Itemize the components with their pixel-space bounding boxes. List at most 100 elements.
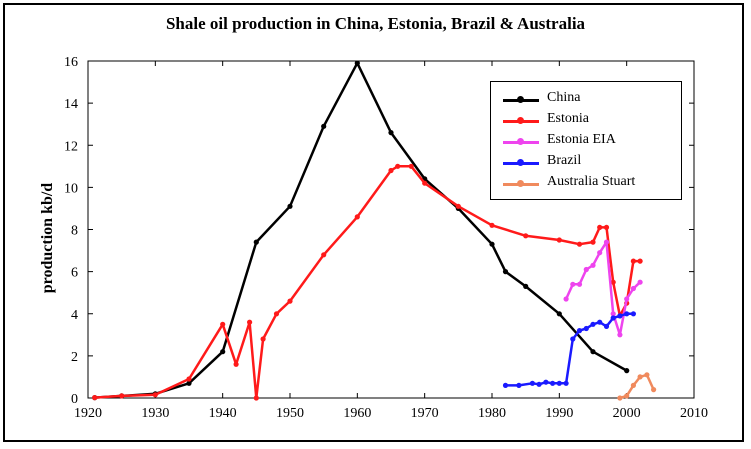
data-point-estonia-eia xyxy=(617,332,623,338)
data-point-australia-stuart xyxy=(651,387,657,393)
data-point-estonia xyxy=(273,311,280,317)
axis-ticks: 1920 1930 1940 1950 1960 1970 1980 1990 2000 2010… xyxy=(64,55,708,421)
data-point-estonia xyxy=(354,214,360,220)
data-point-china xyxy=(502,269,509,275)
data-point-estonia xyxy=(321,252,327,258)
y-tick-label: 6 xyxy=(71,266,78,281)
x-tick-label: 2000 xyxy=(613,406,641,421)
legend-marker-china xyxy=(517,96,524,103)
x-tick: 1980 xyxy=(478,61,506,421)
legend-marker-estonia xyxy=(517,117,524,124)
data-point-estonia xyxy=(422,180,428,186)
data-point-china xyxy=(186,380,192,386)
data-point-estonia xyxy=(119,393,125,399)
data-point-estonia-eia xyxy=(610,311,616,317)
data-point-estonia-eia xyxy=(576,281,583,287)
data-point-estonia xyxy=(220,321,226,327)
data-point-estonia xyxy=(408,163,414,169)
series-estonia-eia xyxy=(563,239,643,338)
x-tick-label: 1920 xyxy=(74,406,102,421)
series-lines xyxy=(92,60,657,401)
data-point-brazil xyxy=(630,311,637,317)
data-point-estonia xyxy=(92,395,98,401)
data-point-estonia xyxy=(523,233,529,239)
x-tick: 1990 xyxy=(545,61,573,421)
data-point-china xyxy=(287,203,293,209)
data-point-estonia xyxy=(630,258,637,264)
data-point-brazil xyxy=(610,315,616,321)
data-point-estonia xyxy=(186,376,192,382)
legend-label-estonia: Estonia xyxy=(547,111,589,126)
data-point-brazil xyxy=(502,382,509,388)
data-point-china xyxy=(590,349,596,355)
y-tick: 14 xyxy=(64,97,694,112)
data-point-estonia xyxy=(610,279,616,285)
data-point-australia-stuart xyxy=(617,395,623,401)
x-tick-label: 1980 xyxy=(478,406,506,421)
chart-frame xyxy=(3,3,744,442)
data-point-china xyxy=(354,60,360,66)
x-tick-label: 2010 xyxy=(680,406,708,421)
y-tick-label: 10 xyxy=(64,181,78,196)
legend-item-estonia-eia: Estonia EIA xyxy=(491,132,681,152)
series-line-china xyxy=(94,61,628,399)
data-point-estonia-eia xyxy=(624,296,630,302)
series-australia-stuart xyxy=(617,372,657,401)
y-tick: 2 xyxy=(71,350,694,365)
data-point-estonia xyxy=(247,319,253,325)
y-tick-label: 2 xyxy=(71,350,78,365)
x-tick: 1970 xyxy=(411,61,439,421)
data-point-brazil xyxy=(603,323,610,329)
y-tick-label: 14 xyxy=(64,97,78,112)
data-point-australia-stuart xyxy=(630,382,637,388)
data-point-brazil xyxy=(563,380,569,386)
data-point-estonia xyxy=(597,224,603,230)
y-tick-label: 0 xyxy=(71,392,78,407)
x-tick-label: 1930 xyxy=(141,406,169,421)
x-tick-label: 1940 xyxy=(209,406,237,421)
data-point-estonia-eia xyxy=(630,285,637,292)
legend-label-australia-stuart: Australia Stuart xyxy=(547,174,636,189)
data-point-brazil xyxy=(556,380,562,386)
y-tick-label: 8 xyxy=(71,224,78,239)
data-point-estonia xyxy=(152,392,158,398)
legend-marker-estonia-eia xyxy=(517,138,524,145)
y-tick: 8 xyxy=(71,224,694,239)
data-point-brazil xyxy=(536,381,542,387)
x-tick-label: 1970 xyxy=(411,406,439,421)
data-point-china xyxy=(388,130,394,136)
data-point-china xyxy=(556,311,562,317)
data-point-australia-stuart xyxy=(637,374,643,380)
data-point-estonia xyxy=(395,163,401,169)
data-point-australia-stuart xyxy=(644,372,650,378)
chart-title: Shale oil production in China, Estonia, … xyxy=(165,14,586,33)
legend-item-brazil: Brazil xyxy=(491,153,681,173)
data-point-brazil xyxy=(576,328,583,334)
y-tick: 10 xyxy=(64,181,694,196)
legend-label-china: China xyxy=(547,90,581,105)
legend-marker-brazil xyxy=(517,159,524,166)
data-point-estonia xyxy=(253,395,259,401)
data-point-estonia xyxy=(556,237,562,243)
data-point-china xyxy=(321,123,327,129)
data-point-brazil xyxy=(543,379,549,385)
data-point-brazil xyxy=(529,380,536,386)
x-tick-label: 1950 xyxy=(276,406,304,421)
data-point-estonia-eia xyxy=(563,296,569,302)
x-tick: 1960 xyxy=(343,61,371,421)
y-tick: 16 xyxy=(64,55,694,70)
data-point-brazil xyxy=(570,336,576,342)
data-point-estonia-eia xyxy=(570,281,576,287)
legend-label-brazil: Brazil xyxy=(547,153,582,168)
data-point-brazil xyxy=(550,380,556,386)
legend-label-estonia-eia: Estonia EIA xyxy=(547,132,616,147)
data-point-estonia xyxy=(590,239,596,245)
data-point-estonia-eia xyxy=(597,250,603,256)
data-point-estonia xyxy=(287,298,293,304)
legend: China Estonia Estonia EIA Brazil Austral… xyxy=(490,81,682,200)
data-point-estonia xyxy=(388,167,394,174)
series-line-estonia xyxy=(94,165,641,400)
x-tick: 1920 xyxy=(74,61,102,421)
x-tick-label: 1990 xyxy=(545,406,573,421)
